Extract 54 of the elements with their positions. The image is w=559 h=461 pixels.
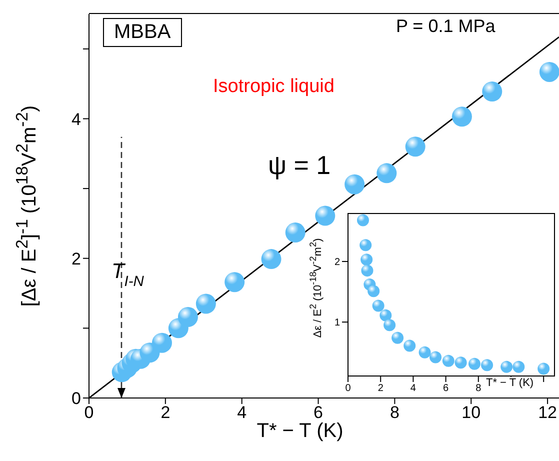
annotation: Isotropic liquid — [213, 76, 334, 98]
x-axis-title: T* − T (K) — [486, 377, 534, 389]
point — [538, 362, 550, 375]
point — [261, 249, 282, 270]
point — [384, 319, 396, 332]
point — [178, 307, 198, 328]
x-tick-label: 4 — [237, 403, 247, 422]
annotation: P = 0.1 MPa — [396, 16, 496, 37]
point — [380, 309, 392, 322]
point — [468, 358, 480, 370]
point — [430, 351, 442, 364]
annotation: ψ = 1 — [268, 150, 331, 181]
x-tick-label: 8 — [476, 383, 482, 394]
point — [368, 285, 380, 298]
x-tick-label: 2 — [378, 383, 384, 394]
point — [512, 360, 525, 373]
x-tick-label: 6 — [443, 383, 450, 394]
point — [356, 214, 369, 226]
x-tick-label: 10 — [462, 403, 481, 422]
x-tick-label: 2 — [160, 403, 170, 422]
y-tick-label: 1 — [334, 318, 340, 329]
point — [392, 332, 404, 344]
x-tick-label: 0 — [345, 383, 352, 394]
point — [376, 163, 397, 184]
point — [315, 206, 336, 226]
x-tick-label: 4 — [410, 383, 416, 394]
point — [285, 222, 306, 243]
point — [442, 354, 454, 367]
x-axis-title: T* − T (K) — [256, 420, 344, 442]
point — [482, 82, 502, 102]
y-tick-label: 2 — [72, 249, 81, 268]
point — [418, 346, 431, 358]
point — [481, 359, 494, 372]
x-tick-label: 12 — [538, 403, 557, 422]
y-tick-label: 4 — [72, 110, 81, 129]
point — [360, 254, 373, 266]
point — [372, 300, 384, 312]
point — [405, 136, 426, 157]
point — [539, 62, 559, 82]
x-tick-label: 6 — [314, 403, 324, 422]
point — [224, 272, 245, 292]
ref-line-label: T$_{I-N}$ — [111, 260, 144, 290]
point — [500, 360, 513, 373]
x-tick-label: 0 — [84, 403, 94, 422]
annotation: MBBA — [103, 18, 182, 47]
point — [454, 356, 467, 369]
point — [152, 332, 172, 353]
point — [452, 106, 472, 127]
point — [361, 264, 374, 277]
point — [196, 294, 216, 314]
point — [344, 174, 365, 194]
x-tick-label: 8 — [390, 403, 400, 422]
point — [360, 239, 372, 252]
point — [404, 340, 416, 352]
